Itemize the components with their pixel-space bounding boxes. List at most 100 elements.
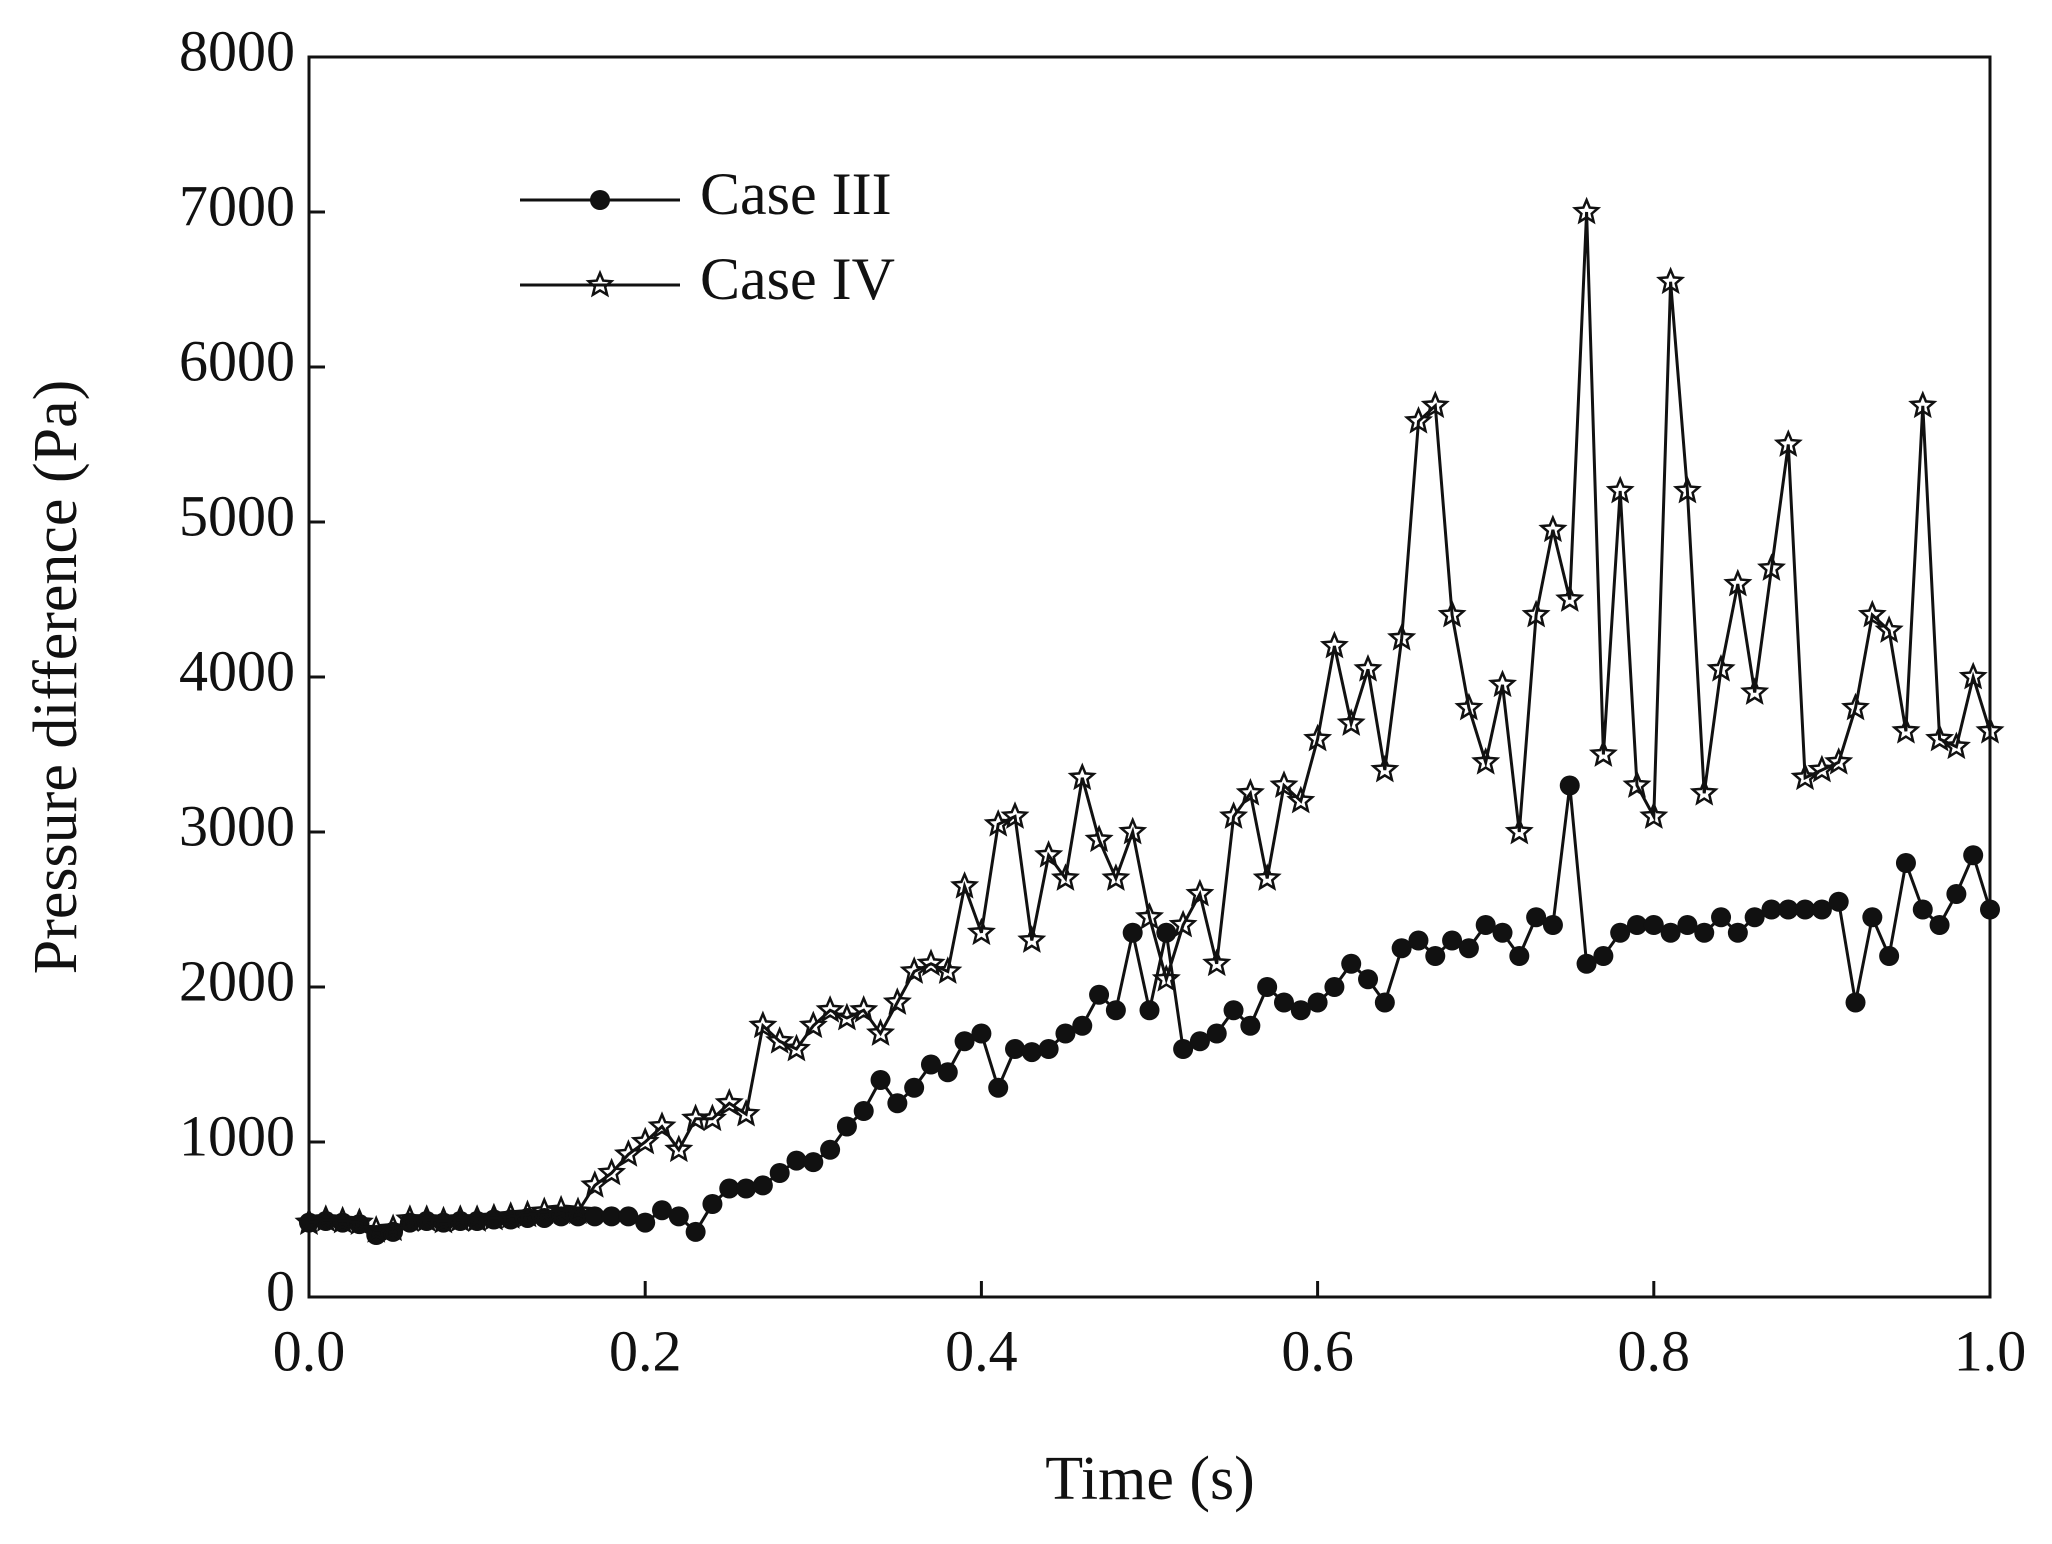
marker [563,1196,593,1225]
marker [1471,747,1501,775]
marker [1778,899,1799,920]
marker [1941,731,1971,760]
marker [1038,1039,1059,1059]
marker [1672,475,1702,504]
y-tick-label: 7000 [179,173,295,238]
marker [1202,948,1232,977]
marker [1740,677,1770,705]
marker [1610,922,1631,943]
marker [1643,915,1664,935]
marker [1269,770,1299,798]
marker [1727,922,1748,943]
marker [1656,266,1686,295]
marker [1425,946,1446,966]
x-tick-label: 0.6 [1281,1318,1354,1383]
marker [1252,863,1282,891]
marker [1353,654,1383,682]
marker [1757,553,1786,581]
y-tick-label: 6000 [179,328,295,393]
marker [1358,969,1379,990]
marker [1857,599,1887,628]
marker [1118,816,1148,845]
marker [866,1018,896,1046]
legend-label: Case IV [700,246,895,312]
marker [1509,946,1530,966]
marker [1055,1023,1076,1044]
marker [1235,778,1265,806]
marker [719,1178,740,1199]
marker [1824,747,1854,775]
marker [1879,946,1900,966]
marker [820,1139,841,1160]
legend-marker [585,269,615,298]
marker [1526,907,1547,928]
marker [1273,992,1294,1013]
marker [1454,692,1484,721]
marker [731,1098,761,1127]
series-line [308,211,1992,1232]
marker [1622,770,1652,798]
marker [1370,754,1400,783]
marker [1828,891,1849,912]
marker [1744,907,1765,928]
marker [849,995,879,1023]
marker [1639,801,1669,829]
y-tick-label: 4000 [179,638,295,703]
marker [702,1194,723,1214]
marker [1588,739,1618,767]
marker [1185,878,1215,907]
marker [1660,922,1681,943]
marker [1442,930,1463,951]
marker [1504,816,1534,845]
marker [920,1054,941,1075]
marker [1458,938,1479,959]
marker [916,948,946,977]
marker [685,1221,706,1242]
marker [1521,599,1551,628]
marker [887,1093,908,1114]
legend-label: Case III [700,161,892,227]
marker [832,1002,862,1031]
marker [1257,977,1278,997]
marker [782,1033,811,1062]
marker [1811,899,1832,920]
marker [752,1175,773,1196]
marker [1475,915,1496,935]
marker [1908,390,1938,419]
x-tick-label: 1.0 [1954,1318,2027,1383]
marker [597,1157,627,1186]
marker [971,1023,992,1044]
marker [1101,863,1131,891]
marker [1845,992,1866,1013]
marker [1307,992,1328,1013]
marker [1761,899,1782,920]
marker [803,1152,824,1173]
marker [904,1077,925,1098]
marker [714,1088,744,1116]
marker [1975,716,2005,744]
marker [1017,925,1047,953]
marker [765,1026,795,1054]
marker [1189,1031,1210,1052]
marker [1706,654,1736,682]
marker [1605,475,1635,504]
marker [1773,429,1803,457]
marker [546,1194,576,1223]
marker [988,1077,1009,1098]
marker [1929,915,1950,935]
marker [1286,785,1316,814]
y-axis-label: Pressure difference (Pa) [22,380,90,974]
marker [601,1206,622,1227]
marker [1134,902,1165,930]
marker [836,1116,857,1137]
marker [1156,922,1177,943]
marker [736,1178,757,1199]
marker [983,809,1013,837]
marker [870,1070,891,1090]
marker [1593,946,1614,966]
marker [966,917,996,946]
marker [1391,938,1412,959]
marker [1542,915,1563,935]
marker [1437,599,1467,628]
marker [1290,1000,1311,1021]
